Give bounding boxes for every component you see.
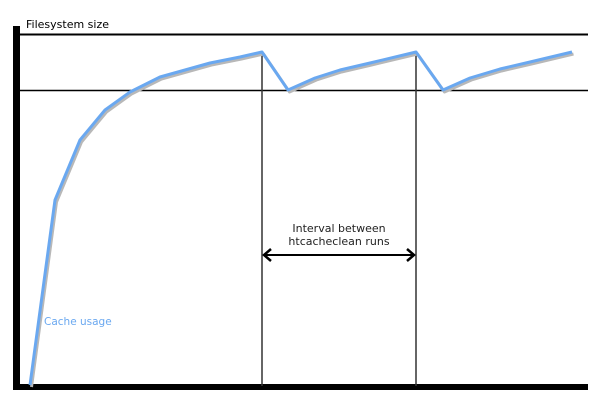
interval-label-line1: Interval between — [292, 222, 385, 235]
series-label: Cache usage — [44, 316, 112, 328]
y-axis-label: Filesystem size — [26, 18, 109, 31]
arrow-left-icon — [262, 248, 272, 262]
y-axis — [13, 26, 20, 390]
cache-usage-line — [28, 50, 573, 386]
x-axis — [13, 384, 588, 390]
interval-label-line2: htcacheclean runs — [288, 235, 389, 248]
arrow-right-icon — [406, 248, 416, 262]
